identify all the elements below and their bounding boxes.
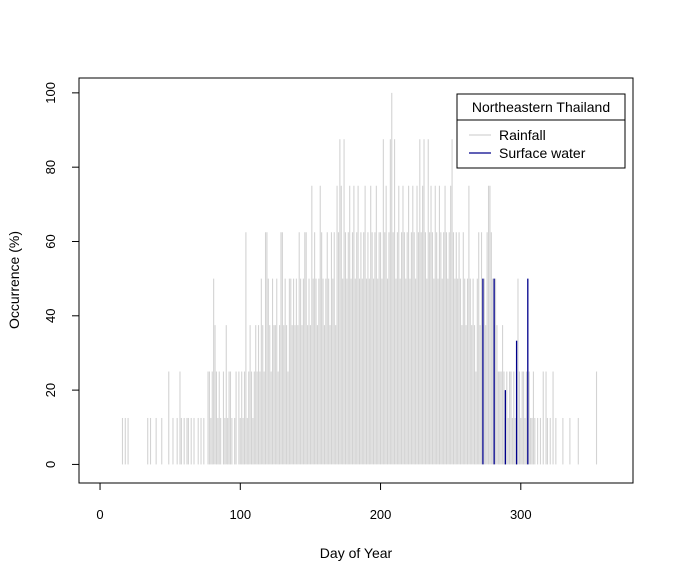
x-tick-label: 200 (370, 507, 392, 522)
y-tick-label: 40 (43, 309, 58, 323)
rainfall-bars (121, 92, 598, 465)
y-tick-label: 20 (43, 383, 58, 397)
x-tick-label: 300 (510, 507, 532, 522)
legend-title: Northeastern Thailand (472, 99, 610, 115)
legend-entries-box (456, 119, 626, 169)
y-axis: 0 20 40 60 80 100 (43, 82, 80, 468)
x-axis-title: Day of Year (320, 545, 393, 561)
legend-rainfall-label: Rainfall (499, 127, 546, 143)
surface-water-bars (482, 278, 529, 465)
y-tick-label: 100 (43, 82, 58, 104)
legend-surface-water-label: Surface water (499, 145, 586, 161)
y-tick-label: 0 (43, 461, 58, 468)
x-tick-label: 100 (229, 507, 251, 522)
legend-title-box (456, 93, 626, 121)
y-tick-label: 80 (43, 160, 58, 174)
x-tick-label: 0 (96, 507, 103, 522)
x-axis: 0 100 200 300 (96, 482, 532, 522)
legend: Northeastern Thailand Rainfall Surface w… (456, 93, 626, 169)
y-tick-label: 60 (43, 234, 58, 248)
y-axis-title: Occurrence (%) (6, 231, 22, 329)
